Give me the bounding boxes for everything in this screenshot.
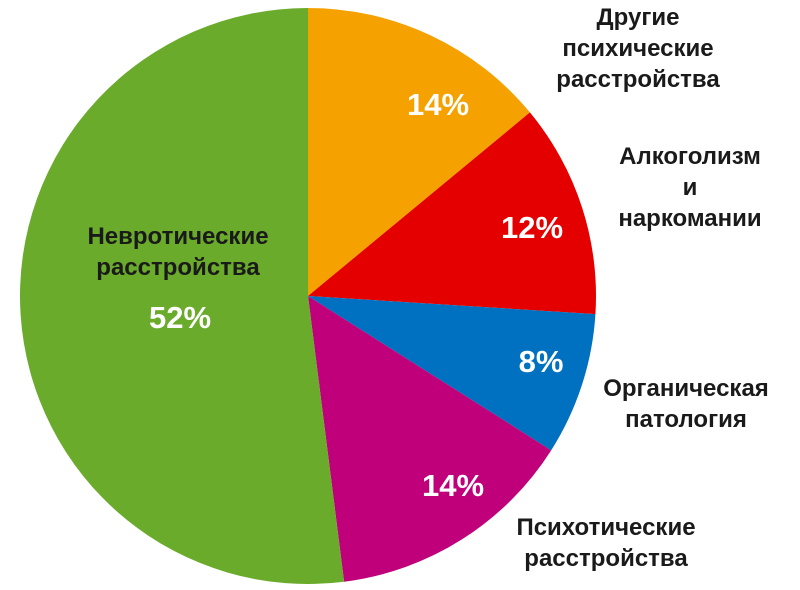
slice-label: Невротические расстройства <box>87 223 269 281</box>
slice-label: Психотические расстройства <box>516 514 696 572</box>
value-label: 8% <box>519 344 564 379</box>
value-label: 14% <box>422 468 484 503</box>
pie-slice <box>308 296 552 582</box>
slice-label: Алкоголизм и наркомании <box>618 143 762 232</box>
pie-slice <box>20 8 345 584</box>
value-label: 52% <box>149 300 211 335</box>
value-label: 12% <box>501 210 563 245</box>
slice-label: Другие психические расстройства <box>556 4 720 93</box>
pie-slice <box>308 112 596 315</box>
pie-slice <box>308 296 596 451</box>
pie-slice <box>308 8 530 296</box>
value-label: 14% <box>407 87 469 122</box>
slice-label: Органическая патология <box>603 375 769 433</box>
